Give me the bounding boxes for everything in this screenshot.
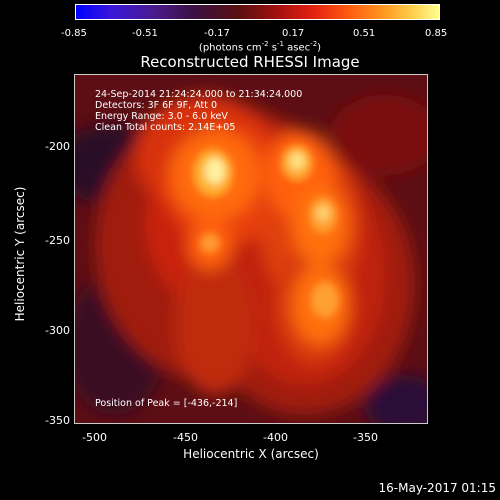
plot-title: Reconstructed RHESSI Image bbox=[140, 53, 360, 71]
y-axis-label: Heliocentric Y (arcsec) bbox=[13, 186, 27, 322]
footer-timestamp: 16-May-2017 01:15 bbox=[378, 481, 496, 495]
y-tick-2: -250 bbox=[45, 234, 70, 247]
x-tick-3: -400 bbox=[263, 431, 288, 444]
rhessi-image bbox=[75, 75, 427, 423]
units-mid-2: asec bbox=[284, 42, 311, 54]
colorbar-tick-2: -0.51 bbox=[132, 28, 158, 39]
colorbar bbox=[75, 4, 440, 20]
annotation-peak: Position of Peak = [-436,-214] bbox=[95, 398, 238, 409]
x-tick-1: -500 bbox=[82, 431, 107, 444]
units-prefix: (photons cm bbox=[198, 42, 262, 54]
units-exp-2: -1 bbox=[277, 40, 284, 48]
annotation-clean: Clean Total counts: 2.14E+05 bbox=[95, 122, 236, 133]
colorbar-tick-3: -0.17 bbox=[204, 28, 230, 39]
units-suffix: ) bbox=[317, 42, 322, 54]
plot-area: 24-Sep-2014 21:24:24.000 to 21:34:24.000… bbox=[74, 74, 428, 424]
y-tick-1: -200 bbox=[45, 140, 70, 153]
units-exp-1: -2 bbox=[261, 40, 269, 48]
annotation-energy: Energy Range: 3.0 - 6.0 keV bbox=[95, 111, 228, 122]
y-tick-4: -350 bbox=[45, 414, 70, 427]
x-axis-label: Heliocentric X (arcsec) bbox=[183, 447, 319, 461]
annotation-time: 24-Sep-2014 21:24:24.000 to 21:34:24.000 bbox=[95, 89, 303, 100]
units-mid: s bbox=[268, 42, 278, 54]
x-tick-4: -350 bbox=[353, 431, 378, 444]
colorbar-tick-5: 0.51 bbox=[353, 28, 376, 39]
y-tick-3: -300 bbox=[45, 324, 70, 337]
colorbar-tick-6: 0.85 bbox=[425, 28, 448, 39]
colorbar-units: (photons cm-2 s-1 asec-2) bbox=[0, 40, 500, 53]
colorbar-tick-4: 0.17 bbox=[282, 28, 305, 39]
annotation-detectors: Detectors: 3F 6F 9F, Att 0 bbox=[95, 100, 218, 111]
colorbar-tick-1: -0.85 bbox=[61, 28, 87, 39]
x-tick-2: -450 bbox=[173, 431, 198, 444]
units-exp-3: -2 bbox=[310, 40, 318, 48]
